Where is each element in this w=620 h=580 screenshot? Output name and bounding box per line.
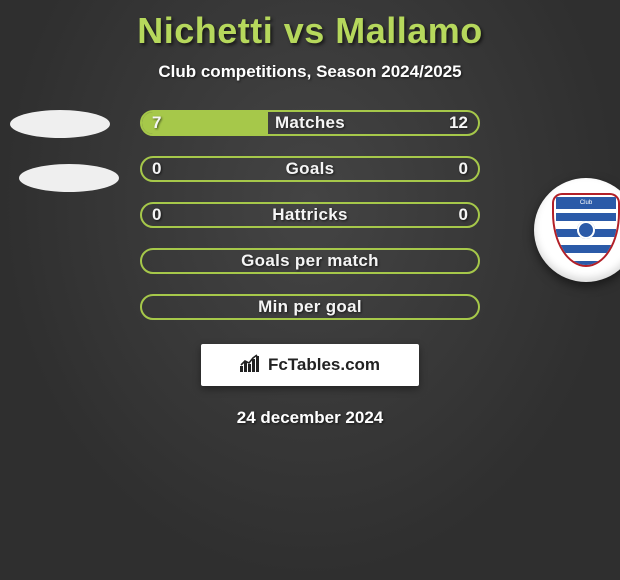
brand-badge[interactable]: FcTables.com	[201, 344, 419, 386]
bar-label: Goals	[286, 159, 335, 179]
chart-icon	[240, 354, 262, 377]
bar-value-left: 0	[152, 205, 161, 225]
bar-value-right: 12	[449, 113, 468, 133]
bar-value-right: 0	[459, 205, 468, 225]
bar-label: Min per goal	[258, 297, 362, 317]
bar-label: Goals per match	[241, 251, 379, 271]
stats-bars: Matches 7 12 Goals 0 0 Hattricks 0 0 Goals per ma…	[0, 110, 620, 320]
bar-value-left: 7	[152, 113, 161, 133]
bar-label: Matches	[275, 113, 345, 133]
brand-text: FcTables.com	[268, 355, 380, 375]
stat-row: Matches 7 12	[140, 110, 480, 136]
shield-icon: Club	[552, 193, 620, 267]
bar-value-right: 0	[459, 159, 468, 179]
page-title: Nichetti vs Mallamo	[137, 10, 483, 52]
date-text: 24 december 2024	[237, 408, 384, 428]
stat-row: Goals per match	[140, 248, 480, 274]
shield-top-band: Club	[556, 197, 616, 209]
stat-row: Hattricks 0 0	[140, 202, 480, 228]
stat-row: Min per goal	[140, 294, 480, 320]
bar-value-left: 0	[152, 159, 161, 179]
bar-label: Hattricks	[272, 205, 347, 225]
content-root: Nichetti vs Mallamo Club competitions, S…	[0, 0, 620, 428]
stat-row: Goals 0 0	[140, 156, 480, 182]
player-left-placeholder-1	[10, 110, 110, 138]
subtitle: Club competitions, Season 2024/2025	[158, 62, 461, 82]
player-left-placeholder-2	[19, 164, 119, 192]
